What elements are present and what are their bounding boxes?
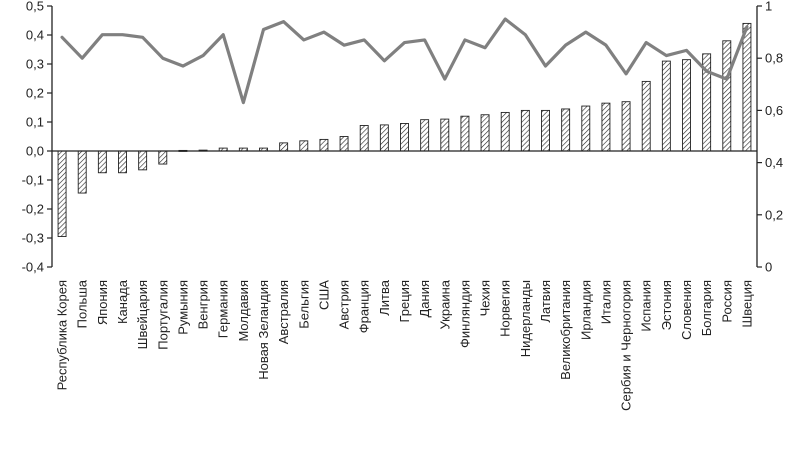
- right-tick-label: 0,6: [765, 103, 783, 118]
- category-label: Молдавия: [236, 280, 251, 342]
- left-tick-label: -0,2: [22, 202, 44, 217]
- category-label: Испания: [639, 280, 654, 332]
- category-label: Австралия: [276, 280, 291, 344]
- bar-12: [299, 140, 309, 152]
- left-tick-label: 0,0: [26, 144, 44, 159]
- category-label: Швейцария: [135, 280, 150, 349]
- bar-14: [339, 136, 349, 152]
- category-label: Италия: [598, 280, 613, 324]
- category-label: Польша: [75, 279, 90, 328]
- bar-13: [319, 138, 329, 152]
- category-label: Швеция: [739, 280, 754, 328]
- right-tick-label: 0: [765, 260, 772, 275]
- category-label: Бельгия: [296, 280, 311, 329]
- category-label: Канада: [115, 279, 130, 324]
- bar-21: [480, 114, 490, 152]
- right-axis-ticks: 1 0,8 0,6 0,4 0,2 0: [757, 0, 783, 275]
- category-label: Дания: [417, 280, 432, 318]
- category-label: Германия: [216, 280, 231, 338]
- left-tick-label: 0,3: [26, 57, 44, 72]
- bar-18: [420, 119, 430, 152]
- bar-15: [359, 125, 369, 152]
- bar-24: [541, 109, 550, 152]
- left-tick-label: 0,2: [26, 86, 44, 101]
- right-tick-label: 0,4: [765, 155, 783, 170]
- left-axis-ticks: 0,5 0,4 0,3 0,2 0,1 0,0 -0,1 -0,2 -0,3 -0,4: [22, 0, 52, 275]
- line-series: [60, 17, 749, 105]
- bar-31: [682, 59, 691, 152]
- line-path: [60, 17, 749, 105]
- bar-0: [57, 150, 67, 238]
- category-label: Япония: [95, 280, 110, 325]
- bar-16: [379, 124, 389, 152]
- category-label: Новая Зеландия: [256, 280, 271, 380]
- category-label: США: [316, 280, 331, 310]
- category-label: Сербия и Черногория: [619, 280, 634, 411]
- right-tick-label: 0,2: [765, 207, 783, 222]
- category-label: Болгария: [699, 280, 714, 336]
- bar-25: [561, 108, 571, 152]
- category-label: Ирландия: [578, 280, 593, 340]
- category-label: Венгрия: [196, 280, 211, 329]
- bar-29: [641, 80, 651, 152]
- bar-1: [77, 150, 87, 194]
- category-label: Литва: [377, 279, 392, 316]
- left-tick-label: -0,3: [22, 231, 44, 246]
- bar-23: [520, 109, 530, 152]
- bar-3: [118, 150, 127, 174]
- category-label: Украина: [437, 279, 452, 329]
- category-label: Эстония: [659, 280, 674, 330]
- bar-17: [400, 122, 409, 152]
- bar-27: [601, 102, 611, 152]
- category-label: Россия: [719, 280, 734, 323]
- bar-33: [722, 40, 732, 152]
- category-label: Норвегия: [498, 280, 513, 337]
- axes: [51, 6, 758, 267]
- left-tick-label: 0,4: [26, 28, 44, 43]
- category-label: Финляндия: [457, 280, 472, 348]
- category-label: Португалия: [155, 280, 170, 350]
- bar-2: [97, 150, 107, 174]
- bar-19: [440, 118, 450, 152]
- bar-11: [279, 142, 289, 152]
- category-label: Великобритания: [558, 280, 573, 380]
- bar-5: [158, 150, 168, 165]
- bar-series: [57, 22, 752, 238]
- bar-22: [500, 111, 510, 152]
- category-label: Румыния: [175, 280, 190, 335]
- category-label: Словения: [679, 280, 694, 340]
- category-label: Австрия: [337, 280, 352, 329]
- right-tick-label: 0,8: [765, 51, 783, 66]
- left-tick-label: 0,1: [26, 115, 44, 130]
- left-tick-label: -0,1: [22, 173, 44, 188]
- category-label: Греция: [397, 280, 412, 323]
- right-tick-label: 1: [765, 0, 772, 14]
- category-label: Чехия: [478, 280, 493, 316]
- category-label: Республика Корея: [55, 280, 70, 390]
- category-label: Латвия: [538, 280, 553, 323]
- bar-20: [460, 115, 470, 152]
- bar-28: [621, 101, 631, 152]
- category-label: Нидерланды: [518, 280, 533, 357]
- left-tick-label: -0,4: [22, 260, 44, 275]
- left-tick-label: 0,5: [26, 0, 44, 14]
- bar-30: [661, 60, 671, 152]
- bar-26: [581, 105, 591, 152]
- bar-34: [742, 22, 752, 152]
- bar-4: [138, 150, 148, 171]
- category-label: Франция: [357, 280, 372, 333]
- category-labels: Республика Корея Польша Япония Канада Швейца…: [55, 279, 755, 411]
